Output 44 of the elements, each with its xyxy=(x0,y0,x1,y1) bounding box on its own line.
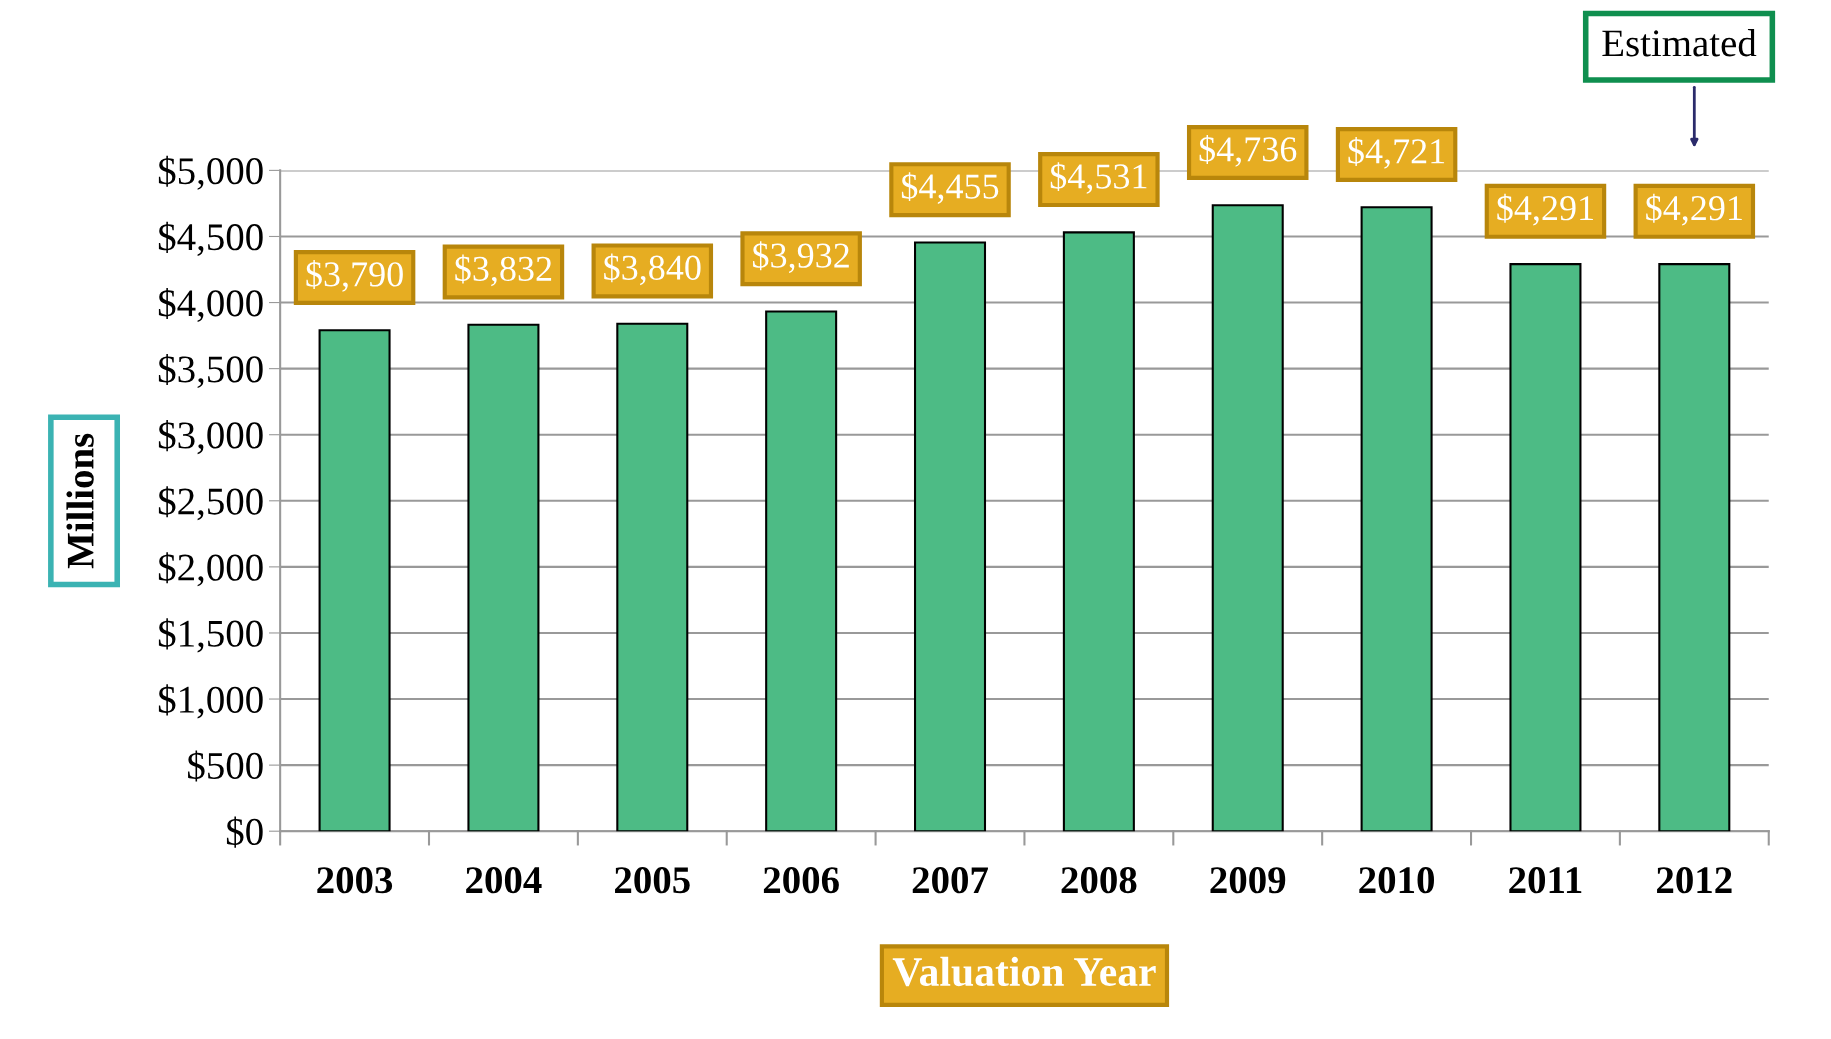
data-label: $3,832 xyxy=(455,254,552,287)
bar xyxy=(318,329,391,832)
x-tick-label: 2011 xyxy=(1509,867,1582,894)
bar xyxy=(1658,263,1731,832)
bar xyxy=(1360,206,1433,832)
x-tick-label: 2003 xyxy=(317,867,393,894)
y-tick-label: $500 xyxy=(188,750,263,782)
x-tick-label: 2008 xyxy=(1061,867,1137,894)
data-label: $4,736 xyxy=(1199,135,1297,167)
x-tick-label: 2004 xyxy=(466,867,542,894)
data-label: $3,932 xyxy=(753,241,849,273)
data-label: $3,790 xyxy=(306,260,403,292)
bar xyxy=(765,310,838,832)
data-label: $4,721 xyxy=(1348,137,1445,169)
data-label: $3,840 xyxy=(604,253,701,286)
y-tick-label: $4,500 xyxy=(158,221,263,256)
bar xyxy=(913,241,987,832)
bar xyxy=(1211,204,1284,832)
x-tick-label: 2010 xyxy=(1359,867,1434,894)
y-tick-label: $3,000 xyxy=(158,420,263,455)
y-tick-label: $2,500 xyxy=(158,486,263,521)
x-tick-label: 2005 xyxy=(615,867,690,894)
bar xyxy=(1062,231,1135,832)
data-label: $4,455 xyxy=(901,172,999,204)
y-tick-label: $3,500 xyxy=(158,353,263,389)
y-tick-label: $1,500 xyxy=(158,618,263,653)
bar xyxy=(1509,263,1582,832)
x-tick-label: 2012 xyxy=(1657,867,1732,894)
y-tick-label: $1,000 xyxy=(158,684,263,719)
text: Estimated xyxy=(1602,29,1757,57)
y-tick-label: $0 xyxy=(226,816,263,848)
bar xyxy=(467,323,540,832)
y-tick-label: $2,000 xyxy=(158,552,263,587)
x-tick-label: 2009 xyxy=(1210,867,1286,894)
data-label: $4,291 xyxy=(1646,193,1742,226)
x-tick-label: 2006 xyxy=(763,867,839,894)
y-tick-label: $5,000 xyxy=(158,155,263,190)
data-label: $4,291 xyxy=(1497,193,1593,226)
x-tick-label: 2007 xyxy=(912,867,988,894)
bar xyxy=(616,322,689,832)
y-axis-title: Millions xyxy=(66,433,94,569)
y-tick-label: $4,000 xyxy=(158,287,263,323)
x-axis-title: Valuation Year xyxy=(892,956,1156,987)
data-label: $4,531 xyxy=(1050,162,1147,194)
